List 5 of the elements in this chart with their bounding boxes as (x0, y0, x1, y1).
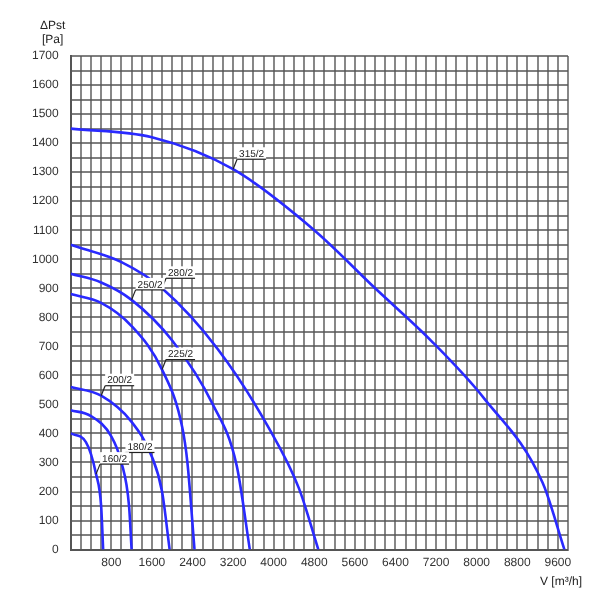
line-series (70, 292, 196, 550)
line-series (70, 385, 171, 550)
line-series (70, 272, 252, 550)
line-series (70, 243, 320, 550)
line-series (70, 432, 105, 550)
